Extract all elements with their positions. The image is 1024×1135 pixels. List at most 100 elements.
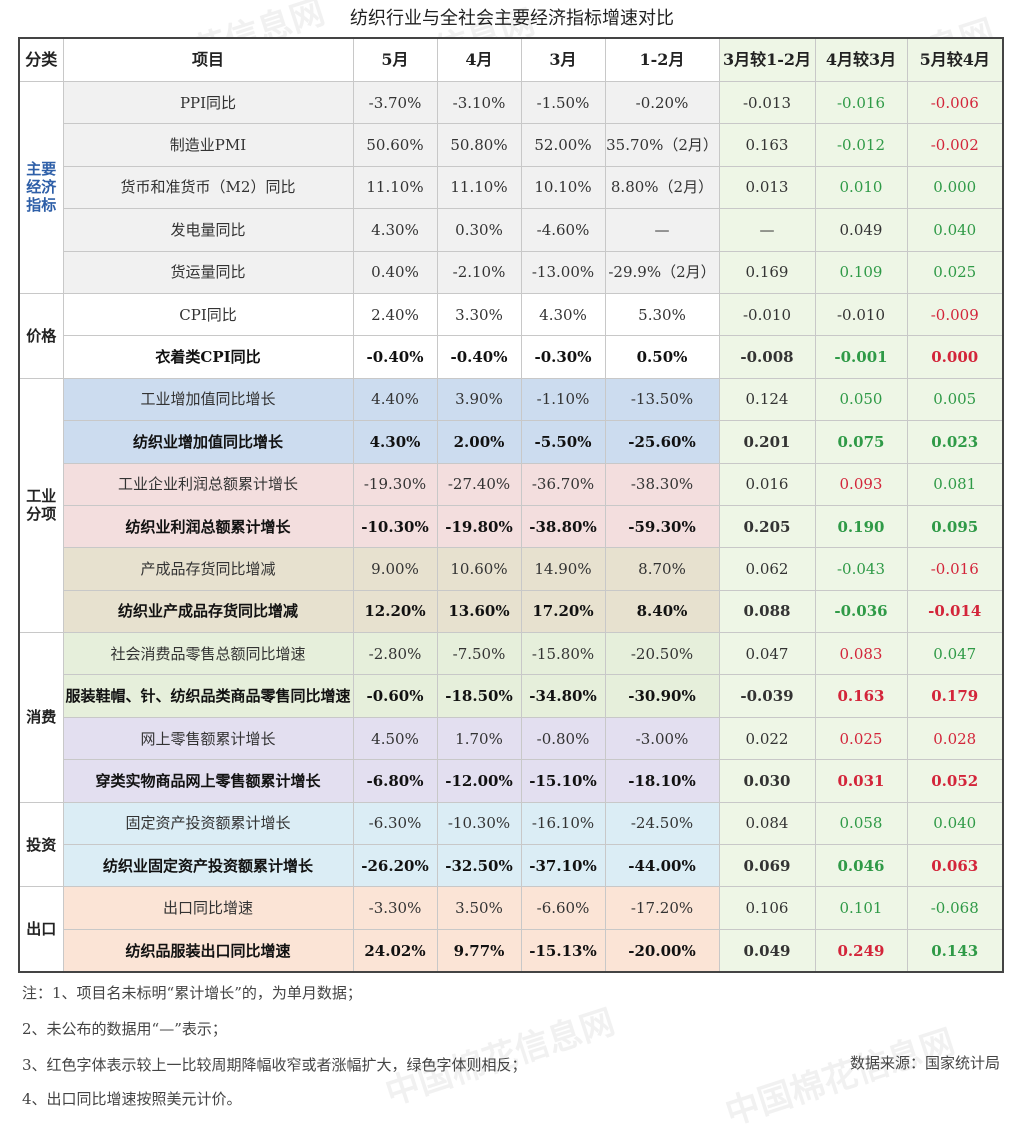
change-cell: -0.001 bbox=[814, 335, 908, 379]
value-cell: 3.30% bbox=[436, 292, 522, 337]
item-cell: 出口同比增速 bbox=[62, 886, 354, 930]
table-row: 穿类实物商品网上零售额累计增长 -6.80% -12.00% -15.10% -18.1… bbox=[19, 759, 1004, 803]
table-row: 主要 经济 指标 PPI同比 -3.70% -3.10% -1.50% -0.20% -0.… bbox=[18, 80, 1004, 294]
value-cell: 0.30% bbox=[436, 208, 522, 252]
category-cell: 消费 bbox=[18, 632, 64, 803]
value-cell: -38.80% bbox=[520, 504, 606, 549]
value-cell: -5.50% bbox=[520, 420, 606, 464]
value-cell: 9.77% bbox=[436, 928, 522, 973]
value-cell: -18.10% bbox=[604, 759, 720, 803]
table-row: 出口 出口同比增速 -3.30% 3.50% -6.60% -17.20% 0.106 0.1… bbox=[18, 886, 1004, 973]
change-cell: -0.002 bbox=[906, 123, 1004, 167]
value-cell: — bbox=[604, 208, 720, 252]
change-cell: 0.069 bbox=[718, 844, 816, 888]
change-cell: 0.095 bbox=[906, 504, 1004, 549]
item-cell: 纺织业固定资产投资额累计增长 bbox=[62, 844, 354, 888]
category-cell: 价格 bbox=[18, 292, 64, 379]
item-cell: 穿类实物商品网上零售额累计增长 bbox=[62, 759, 354, 803]
change-cell: 0.190 bbox=[814, 504, 908, 549]
change-cell: -0.013 bbox=[718, 80, 816, 125]
change-cell: 0.046 bbox=[814, 844, 908, 888]
change-cell: 0.022 bbox=[718, 716, 816, 761]
header-cell: 5月 bbox=[352, 37, 438, 82]
item-cell: 纺织品服装出口同比增速 bbox=[62, 928, 354, 973]
indicator-table: 分类 项目 5月 4月 3月 1-2月 3月较1-2月 4月较3月 5月较4月 … bbox=[18, 37, 1004, 974]
value-cell: -2.10% bbox=[436, 250, 522, 294]
table-row: 制造业PMI 50.60% 50.80% 52.00% 35.70%（2月） 0.163-… bbox=[19, 123, 1004, 167]
table-row: 发电量同比 4.30% 0.30% -4.60% — —0.049 0.040 bbox=[19, 208, 1004, 252]
header-cell: 3月较1-2月 bbox=[718, 37, 816, 82]
value-cell: 4.30% bbox=[352, 420, 438, 464]
value-cell: 13.60% bbox=[436, 589, 522, 634]
note-line: 4、出口同比增速按照美元计价。 bbox=[22, 1090, 242, 1108]
note-line: 注：1、项目名未标明“累计增长”的，为单月数据； bbox=[22, 984, 362, 1002]
change-cell: 0.013 bbox=[718, 165, 816, 210]
value-cell: -15.10% bbox=[520, 759, 606, 803]
change-cell: 0.049 bbox=[718, 928, 816, 973]
value-cell: -4.60% bbox=[520, 208, 606, 252]
change-cell: 0.000 bbox=[906, 335, 1004, 379]
value-cell: -19.30% bbox=[352, 462, 438, 506]
value-cell: 0.40% bbox=[352, 250, 438, 294]
value-cell: 50.80% bbox=[436, 123, 522, 167]
value-cell: -19.80% bbox=[436, 504, 522, 549]
value-cell: 0.50% bbox=[604, 335, 720, 379]
change-cell: -0.016 bbox=[814, 80, 908, 125]
header-cell: 项目 bbox=[62, 37, 354, 82]
value-cell: -32.50% bbox=[436, 844, 522, 888]
change-cell: 0.031 bbox=[814, 759, 908, 803]
value-cell: -7.50% bbox=[436, 632, 522, 676]
change-cell: 0.000 bbox=[906, 165, 1004, 210]
change-cell: -0.012 bbox=[814, 123, 908, 167]
item-cell: 货币和准货币（M2）同比 bbox=[62, 165, 354, 210]
table-row: 纺织业利润总额累计增长 -10.30% -19.80% -38.80% -59.30% 0… bbox=[19, 504, 1004, 549]
value-cell: -25.60% bbox=[604, 420, 720, 464]
change-cell: -0.006 bbox=[906, 80, 1004, 125]
change-cell: 0.062 bbox=[718, 547, 816, 591]
header-row: 分类 项目 5月 4月 3月 1-2月 3月较1-2月 4月较3月 5月较4月 bbox=[18, 37, 1004, 82]
item-cell: 社会消费品零售总额同比增速 bbox=[62, 632, 354, 676]
value-cell: -27.40% bbox=[436, 462, 522, 506]
value-cell: 4.40% bbox=[352, 377, 438, 422]
category-cell: 主要 经济 指标 bbox=[18, 81, 64, 294]
change-cell: -0.008 bbox=[718, 335, 816, 379]
change-cell: 0.109 bbox=[814, 250, 908, 294]
value-cell: -0.20% bbox=[604, 80, 720, 125]
value-cell: -15.80% bbox=[520, 632, 606, 676]
change-cell: 0.084 bbox=[718, 801, 816, 846]
change-cell: 0.058 bbox=[814, 801, 908, 846]
value-cell: 8.70% bbox=[604, 547, 720, 591]
change-cell: -0.014 bbox=[906, 589, 1004, 634]
value-cell: -15.13% bbox=[520, 928, 606, 973]
item-cell: 工业企业利润总额累计增长 bbox=[62, 462, 354, 506]
change-cell: — bbox=[718, 208, 816, 252]
change-cell: 0.010 bbox=[814, 165, 908, 210]
change-cell: -0.036 bbox=[814, 589, 908, 634]
change-cell: 0.179 bbox=[906, 674, 1004, 718]
value-cell: -3.70% bbox=[352, 80, 438, 125]
value-cell: -26.20% bbox=[352, 844, 438, 888]
value-cell: -1.50% bbox=[520, 80, 606, 125]
change-cell: -0.043 bbox=[814, 547, 908, 591]
change-cell: 0.106 bbox=[718, 886, 816, 930]
table-row: 纺织品服装出口同比增速 24.02% 9.77% -15.13% -20.00% 0.04… bbox=[19, 928, 1004, 973]
change-cell: -0.068 bbox=[906, 886, 1004, 930]
value-cell: -1.10% bbox=[520, 377, 606, 422]
change-cell: 0.088 bbox=[718, 589, 816, 634]
category-cell: 投资 bbox=[18, 801, 64, 888]
value-cell: 10.60% bbox=[436, 547, 522, 591]
value-cell: -20.50% bbox=[604, 632, 720, 676]
value-cell: 4.50% bbox=[352, 716, 438, 761]
value-cell: -36.70% bbox=[520, 462, 606, 506]
change-cell: 0.047 bbox=[718, 632, 816, 676]
value-cell: -10.30% bbox=[352, 504, 438, 549]
table-row: 服装鞋帽、针、纺织品类商品零售同比增速 -0.60% -18.50% -34.80% -… bbox=[19, 674, 1004, 718]
value-cell: -0.80% bbox=[520, 716, 606, 761]
value-cell: 5.30% bbox=[604, 292, 720, 337]
change-cell: 0.143 bbox=[906, 928, 1004, 973]
change-cell: 0.205 bbox=[718, 504, 816, 549]
value-cell: -3.00% bbox=[604, 716, 720, 761]
value-cell: -13.00% bbox=[520, 250, 606, 294]
item-cell: 衣着类CPI同比 bbox=[62, 335, 354, 379]
item-cell: 固定资产投资额累计增长 bbox=[62, 801, 354, 846]
